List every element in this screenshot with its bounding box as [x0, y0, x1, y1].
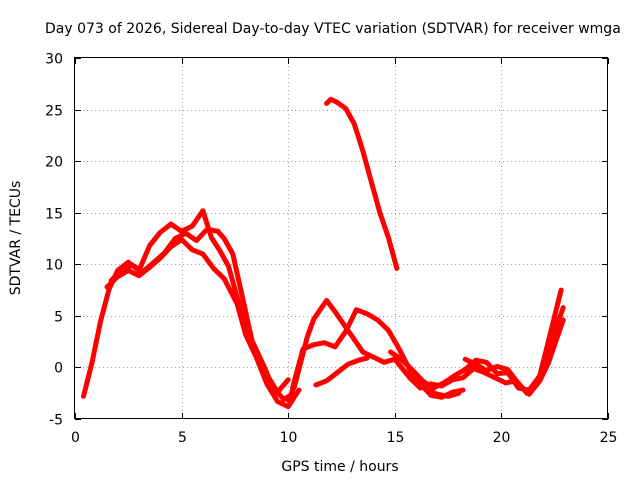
y-tick-label: 30	[45, 52, 63, 68]
plot-frame	[74, 57, 608, 419]
series-track-b	[104, 237, 302, 410]
series-track-h	[388, 287, 564, 393]
series-track-e	[290, 307, 466, 400]
x-tick-label: 25	[600, 430, 618, 446]
y-tick-label: 10	[45, 258, 63, 274]
x-tick-label: 5	[178, 430, 187, 446]
series-track-g	[324, 96, 400, 271]
chart-title: Day 073 of 2026, Sidereal Day-to-day VTE…	[45, 21, 621, 37]
series-track-a	[81, 208, 291, 399]
x-tick-label: 10	[280, 430, 298, 446]
y-axis-label: SDTVAR / TECUs	[8, 181, 24, 296]
y-tick-label: 15	[45, 207, 63, 223]
y-tick-label: 0	[54, 361, 63, 377]
series-track-f	[313, 355, 370, 388]
series-track-j	[462, 317, 566, 397]
series-layer	[81, 96, 566, 410]
y-tick-label: 20	[45, 155, 63, 171]
grid-layer	[75, 58, 608, 419]
x-axis-label: GPS time / hours	[281, 459, 398, 475]
axis-layer: 0 5 10 15 20 25 -5 0 5 10 15 20 25 30	[45, 52, 617, 447]
series-track-c	[108, 226, 295, 402]
y-tick-label: 25	[45, 104, 63, 120]
y-tick-label: -5	[49, 413, 63, 429]
y-tick-label: 5	[54, 310, 63, 326]
x-tick-label: 0	[71, 430, 80, 446]
x-tick-label: 15	[387, 430, 405, 446]
x-tick-label: 20	[493, 430, 511, 446]
